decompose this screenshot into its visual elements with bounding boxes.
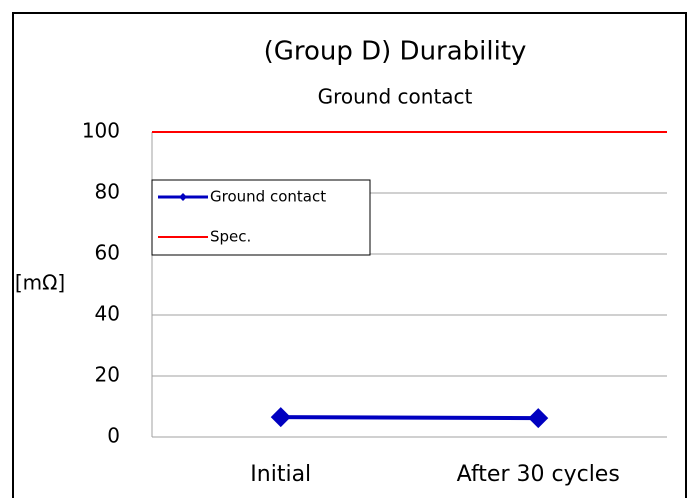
y-tick-label: 80 xyxy=(95,180,120,204)
y-tick-label: 100 xyxy=(82,119,120,143)
series-marker xyxy=(270,407,291,428)
y-tick-label: 20 xyxy=(95,363,120,387)
y-axis-label: [mΩ] xyxy=(15,271,65,295)
legend-label: Spec. xyxy=(210,228,251,246)
series-marker xyxy=(528,408,549,429)
y-tick-label: 40 xyxy=(95,302,120,326)
chart-title: (Group D) Durability xyxy=(264,37,527,67)
y-tick-label: 0 xyxy=(107,424,120,448)
legend-marker xyxy=(179,193,187,201)
chart-subtitle: Ground contact xyxy=(318,85,473,109)
series-line xyxy=(280,415,539,421)
legend-box xyxy=(151,179,371,256)
y-tick-label: 60 xyxy=(95,241,120,265)
legend-label: Ground contact xyxy=(210,188,326,206)
x-tick-label: Initial xyxy=(250,462,311,487)
x-tick-label: After 30 cycles xyxy=(457,462,620,487)
